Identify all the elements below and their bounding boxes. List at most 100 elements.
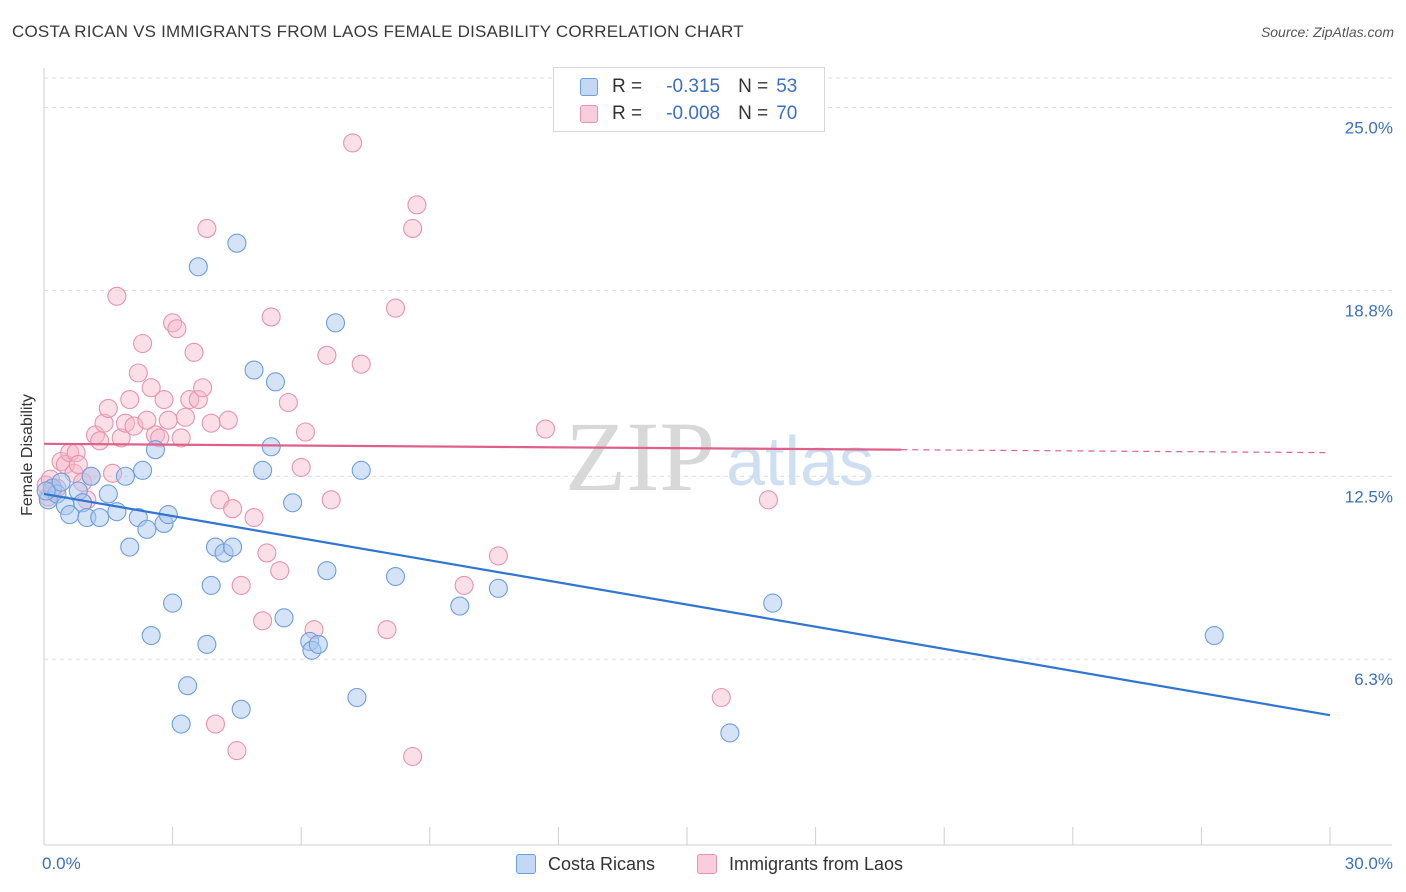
- laos-point: [154, 389, 174, 410]
- bottom-legend-laos: Immigrants from Laos: [697, 851, 903, 877]
- laos-point: [193, 378, 213, 398]
- costa-rican-point: [178, 676, 198, 696]
- costa-rican-point: [325, 313, 346, 333]
- laos-point: [175, 407, 196, 427]
- costa-rican-point: [308, 634, 328, 654]
- costa-rican-point: [145, 440, 166, 460]
- laos-point: [197, 218, 217, 238]
- laos-point: [171, 428, 191, 448]
- costa-rican-point: [227, 233, 247, 253]
- legend-row-costa-ricans: R = -0.315 N = 53: [580, 75, 797, 99]
- watermark-atlas: atlas: [726, 422, 874, 500]
- costa-rican-point: [223, 537, 243, 557]
- laos-point: [111, 428, 131, 448]
- laos-trendline-dashed: [901, 449, 1331, 454]
- laos-point: [98, 398, 118, 418]
- laos-point: [711, 687, 731, 708]
- costa-rican-point: [137, 519, 157, 539]
- laos-point: [205, 714, 226, 734]
- bottom-legend-swatch-blue: [516, 854, 536, 874]
- costa-rican-point: [115, 466, 135, 486]
- costa-rican-trendline: [43, 492, 1331, 717]
- costa-rican-point: [188, 257, 208, 277]
- costa-rican-point: [385, 566, 406, 587]
- legend-n-value: 70: [776, 103, 798, 124]
- laos-point: [128, 363, 148, 383]
- trend-layer: [43, 442, 1331, 717]
- costa-rican-point: [253, 460, 273, 480]
- points-layer: [36, 133, 1224, 767]
- laos-point: [227, 741, 247, 761]
- laos-point: [291, 457, 311, 477]
- laos-point: [90, 431, 110, 451]
- x-tick-label: 0.0%: [42, 854, 81, 873]
- costa-rican-point: [197, 634, 217, 654]
- costa-rican-point: [231, 699, 251, 719]
- laos-point: [343, 133, 363, 153]
- laos-point: [223, 499, 243, 519]
- costa-rican-point: [90, 507, 110, 528]
- laos-point: [351, 354, 371, 374]
- costa-rican-point: [120, 537, 140, 557]
- watermark: ZIP atlas: [565, 401, 874, 512]
- laos-point: [120, 389, 140, 410]
- laos-point: [218, 410, 238, 430]
- laos-point: [317, 345, 337, 365]
- costa-rican-point: [720, 723, 740, 743]
- laos-point: [201, 413, 221, 433]
- legend-row-laos: R = -0.008 N = 70: [580, 102, 797, 126]
- watermark-zip: ZIP: [565, 401, 715, 512]
- laos-point: [107, 286, 127, 306]
- legend-n-label: N =: [738, 76, 769, 97]
- costa-rican-point: [133, 460, 153, 480]
- costa-rican-point: [347, 687, 367, 708]
- laos-point: [244, 507, 264, 528]
- chart-title: COSTA RICAN VS IMMIGRANTS FROM LAOS FEMA…: [12, 22, 744, 41]
- y-tick-label: 18.8%: [1345, 301, 1393, 320]
- legend-n-label: N =: [738, 103, 769, 124]
- costa-rican-point: [274, 608, 294, 628]
- laos-point: [141, 378, 161, 398]
- stats-legend: R = -0.315 N = 53 R = -0.008 N = 70: [553, 67, 825, 132]
- costa-rican-point: [171, 714, 191, 734]
- laos-trendline: [43, 442, 902, 451]
- y-tick-label: 25.0%: [1345, 119, 1393, 138]
- laos-point: [295, 422, 316, 442]
- costa-rican-point: [488, 578, 508, 598]
- laos-point: [385, 298, 406, 318]
- bottom-legend-costa-ricans: Costa Ricans: [516, 851, 655, 877]
- costa-rican-point: [1204, 625, 1224, 646]
- laos-point: [167, 319, 187, 339]
- costa-rican-point: [201, 575, 221, 595]
- laos-point: [184, 342, 204, 362]
- laos-point: [261, 307, 281, 327]
- legend-n-value: 53: [776, 76, 798, 97]
- laos-point: [270, 561, 290, 581]
- costa-rican-point: [51, 472, 71, 492]
- laos-point: [94, 413, 114, 433]
- laos-point: [278, 392, 298, 413]
- legend-r-label: R =: [612, 76, 643, 97]
- laos-point: [403, 746, 423, 767]
- y-tick-label: 12.5%: [1345, 487, 1393, 506]
- legend-r-value: -0.008: [666, 103, 721, 124]
- laos-point: [137, 410, 157, 430]
- laos-point: [188, 389, 208, 410]
- legend-swatch-blue: [580, 78, 598, 96]
- laos-point: [535, 419, 556, 439]
- bottom-legend-swatch-pink: [697, 854, 717, 874]
- bottom-legend-label: Costa Ricans: [548, 853, 656, 874]
- legend-r-value: -0.315: [666, 76, 721, 97]
- costa-rican-point: [141, 625, 161, 646]
- laos-point: [231, 575, 251, 595]
- laos-point: [133, 333, 153, 354]
- x-tick-label: 30.0%: [1345, 854, 1393, 873]
- laos-point: [377, 620, 397, 640]
- laos-point: [488, 546, 508, 566]
- costa-rican-point: [163, 593, 183, 613]
- laos-point: [321, 490, 341, 510]
- laos-point: [68, 454, 88, 475]
- costa-rican-point: [317, 561, 337, 581]
- legend-swatch-pink: [580, 105, 598, 123]
